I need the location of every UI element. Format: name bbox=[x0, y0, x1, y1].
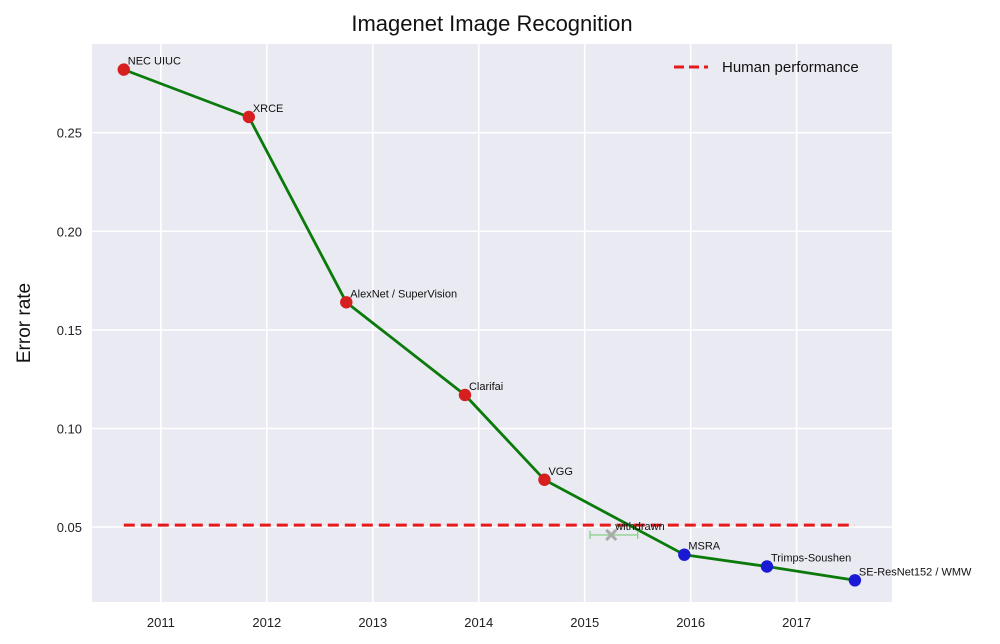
point-marker-alexnet-supervision bbox=[340, 296, 353, 309]
point-marker-msra bbox=[678, 548, 691, 561]
point-labels: withdrawn NEC UIUC XRCE AlexNet / SuperVisi… bbox=[128, 56, 972, 579]
legend: Human performance bbox=[674, 59, 859, 76]
plot-area bbox=[92, 44, 892, 602]
x-tick-label: 2014 bbox=[464, 615, 493, 630]
point-marker-xrce bbox=[242, 110, 256, 124]
markers bbox=[117, 63, 862, 587]
point-label-trimps-soushen: Trimps-Soushen bbox=[771, 553, 851, 565]
point-label-se-resnet152-wmw: SE-ResNet152 / WMW bbox=[859, 566, 972, 578]
x-tick-label: 2015 bbox=[570, 615, 599, 630]
x-tick-label: 2012 bbox=[252, 615, 281, 630]
y-tick-label: 0.20 bbox=[57, 224, 82, 239]
withdrawn-marker bbox=[605, 528, 618, 542]
point-label-vgg: VGG bbox=[548, 466, 572, 478]
point-marker-vgg bbox=[538, 473, 551, 486]
point-label-nec-uiuc: NEC UIUC bbox=[128, 56, 181, 68]
error-rate-line bbox=[123, 68, 856, 582]
point-label-xrce: XRCE bbox=[253, 103, 284, 115]
x-axis-ticks: 2011 2012 2013 2014 2015 2016 2017 bbox=[147, 615, 811, 630]
y-tick-label: 0.05 bbox=[57, 520, 82, 535]
x-tick-label: 2016 bbox=[676, 615, 705, 630]
point-marker-se-resnet152-wmw bbox=[848, 574, 862, 587]
x-tick-label: 2011 bbox=[147, 615, 175, 630]
point-label-clarifai: Clarifai bbox=[469, 381, 503, 393]
point-marker-clarifai bbox=[458, 388, 472, 402]
point-label-alexnet-supervision: AlexNet / SuperVision bbox=[350, 288, 457, 300]
y-tick-label: 0.15 bbox=[57, 323, 82, 338]
point-marker-trimps-soushen bbox=[760, 560, 774, 573]
legend-label-human-performance: Human performance bbox=[722, 59, 859, 76]
x-tick-label: 2017 bbox=[782, 615, 811, 630]
y-tick-label: 0.25 bbox=[57, 126, 82, 141]
point-label-msra: MSRA bbox=[688, 541, 720, 553]
annotations bbox=[589, 528, 639, 542]
grid bbox=[92, 44, 892, 602]
x-tick-label: 2013 bbox=[358, 615, 387, 630]
y-axis-label: Error rate bbox=[14, 283, 35, 363]
y-axis-ticks: 0.05 0.10 0.15 0.20 0.25 bbox=[57, 126, 82, 535]
point-label-withdrawn: withdrawn bbox=[614, 521, 665, 533]
y-tick-label: 0.10 bbox=[57, 421, 82, 436]
point-marker-nec-uiuc bbox=[117, 63, 130, 76]
chart-title: Imagenet Image Recognition bbox=[351, 11, 632, 36]
series bbox=[123, 68, 856, 582]
